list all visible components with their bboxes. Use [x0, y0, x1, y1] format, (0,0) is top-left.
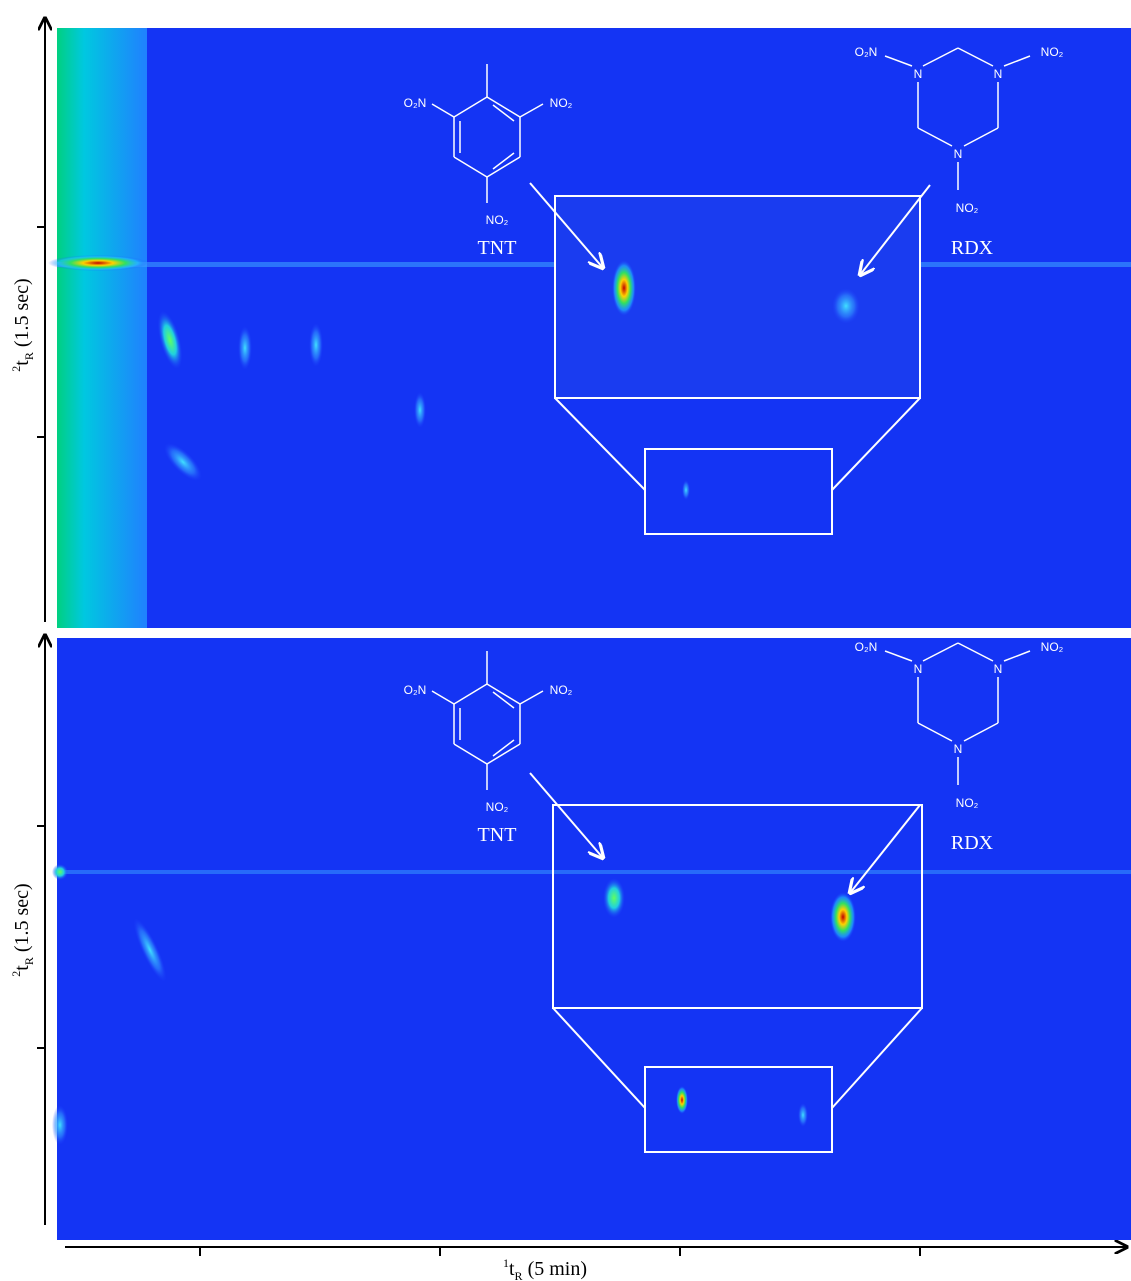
group-label: O₂N — [855, 640, 878, 654]
axis-label: 1tR (5 min) — [503, 1256, 587, 1281]
ring-atom: N — [914, 662, 923, 676]
axis-label: 2tR (1.5 sec) — [9, 883, 36, 976]
ring-atom: N — [914, 67, 923, 81]
ring-atom: N — [954, 742, 963, 756]
group-label: O₂N — [855, 45, 878, 59]
figure: O₂NNO₂NO₂TNTNNNO₂NNO₂NO₂RDX2tR (1.5 sec)… — [0, 0, 1131, 1281]
panel-2 — [52, 638, 1131, 1240]
group-label: NO₂ — [956, 201, 979, 215]
group-label: NO₂ — [550, 96, 573, 110]
unit: (1.5 sec) — [11, 278, 33, 352]
group-label: NO₂ — [486, 213, 509, 227]
group-label: NO₂ — [956, 796, 979, 810]
axis-label: 2tR (1.5 sec) — [9, 278, 36, 371]
unit: (1.5 sec) — [11, 883, 33, 957]
unit: (5 min) — [523, 1258, 587, 1280]
ring-atom: N — [954, 147, 963, 161]
group-label: O₂N — [404, 96, 427, 110]
compound-name: TNT — [478, 237, 517, 259]
panel-1 — [48, 28, 1131, 628]
group-label: NO₂ — [486, 800, 509, 814]
sub: R — [22, 352, 36, 360]
compound-name: TNT — [478, 824, 517, 846]
group-label: NO₂ — [1041, 45, 1064, 59]
group-label: NO₂ — [1041, 640, 1064, 654]
sub: R — [22, 957, 36, 965]
ring-atom: N — [994, 67, 1003, 81]
group-label: NO₂ — [550, 683, 573, 697]
ring-atom: N — [994, 662, 1003, 676]
sub: R — [515, 1269, 523, 1281]
compound-name: RDX — [951, 237, 994, 259]
group-label: O₂N — [404, 683, 427, 697]
compound-name: RDX — [951, 832, 994, 854]
